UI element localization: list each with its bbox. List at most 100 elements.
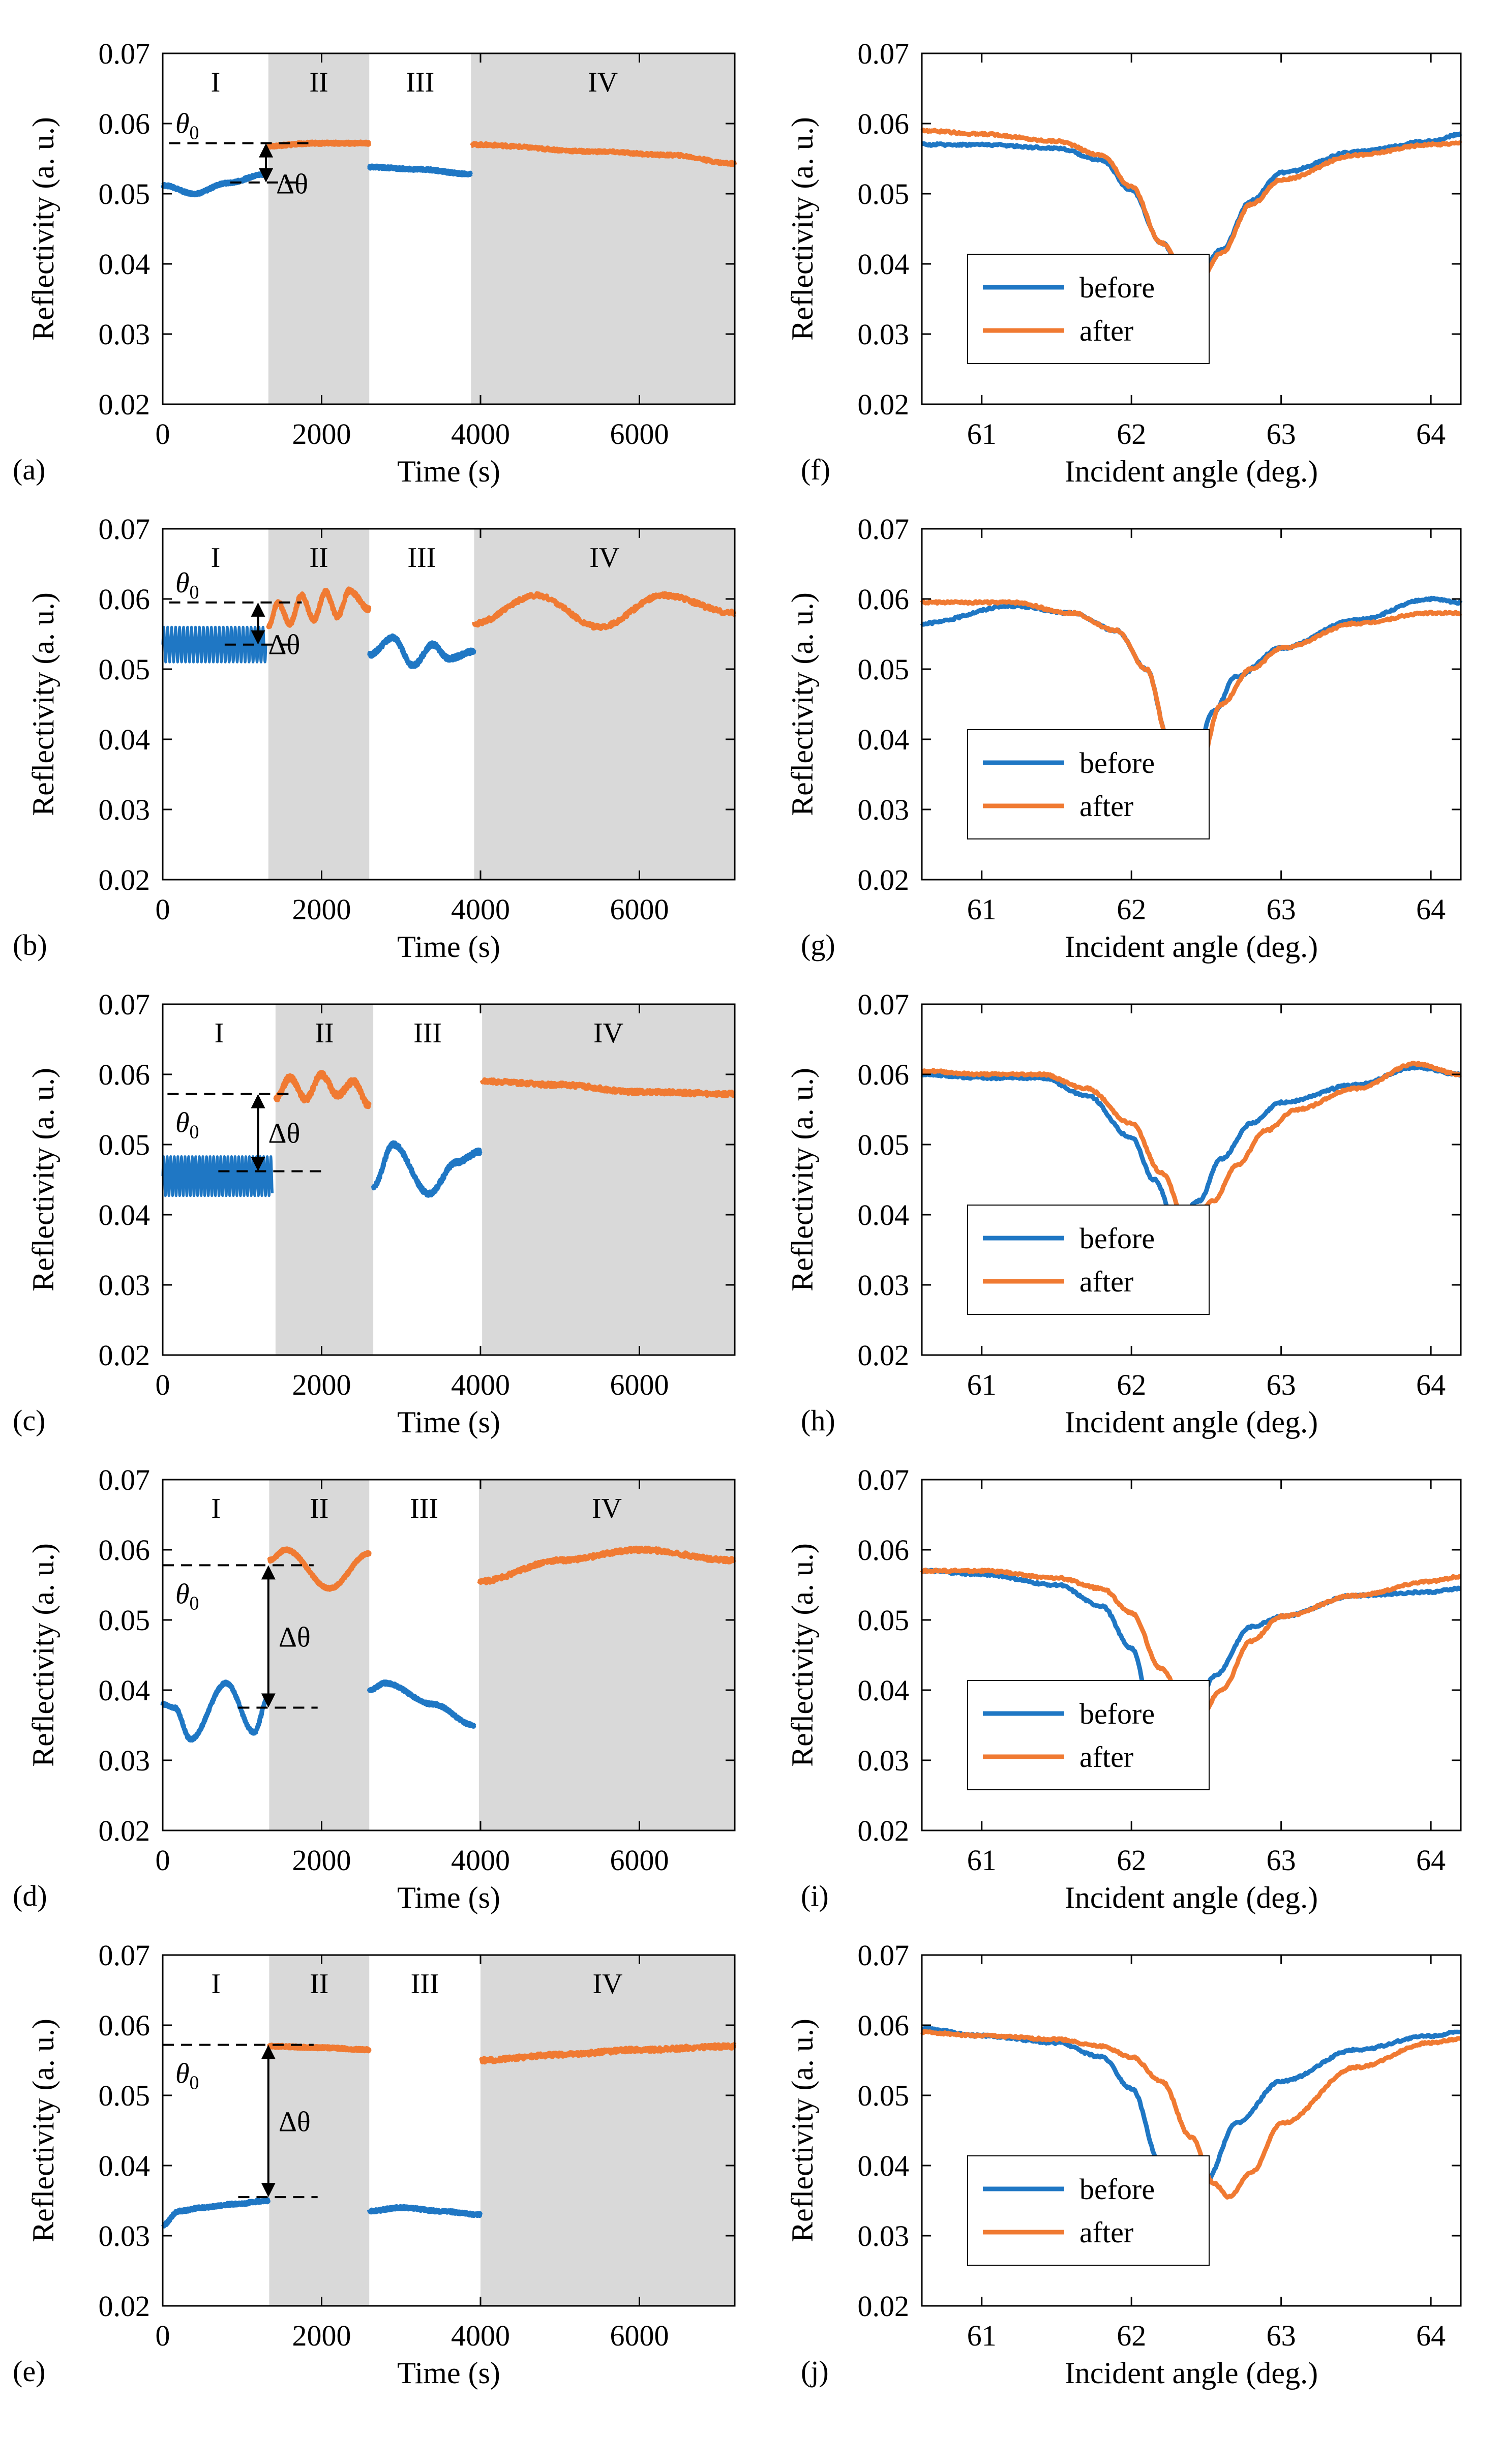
x-tick-label: 63 — [1267, 1368, 1296, 1401]
y-tick-label: 0.07 — [99, 37, 151, 70]
region-shade-IV — [480, 1955, 735, 2306]
series-line-after — [477, 1545, 737, 1585]
y-axis-label: Reflectivity (a. u.) — [26, 1068, 60, 1291]
delta-arrow-head-down — [261, 1693, 276, 1708]
x-tick-label: 61 — [967, 1844, 997, 1877]
series-line-after — [266, 139, 372, 150]
x-tick-label: 2000 — [292, 893, 351, 926]
region-shade-II — [269, 1480, 370, 1830]
y-tick-label: 0.06 — [99, 1058, 151, 1091]
y-tick-label: 0.04 — [858, 723, 910, 756]
y-tick-label: 0.03 — [858, 1744, 910, 1777]
x-tick-label: 6000 — [610, 2319, 669, 2352]
y-tick-label: 0.04 — [858, 1198, 910, 1231]
region-label: I — [215, 1017, 224, 1049]
series-line-after — [273, 1070, 372, 1109]
x-tick-label: 64 — [1416, 893, 1446, 926]
legend-label-before: before — [1079, 271, 1155, 304]
x-axis-label: Time (s) — [397, 930, 500, 964]
y-tick-label: 0.07 — [99, 513, 151, 546]
chart-panel-e: I II III IV0.020.030.040.050.060.070 2000 400… — [13, 1939, 737, 2390]
x-tick-label: 64 — [1416, 1844, 1446, 1877]
x-tick-label: 61 — [967, 1368, 997, 1401]
delta-theta-label: Δθ — [268, 1118, 301, 1150]
y-tick-label: 0.03 — [858, 2219, 910, 2252]
x-tick-label: 62 — [1117, 417, 1146, 450]
axes-frame — [162, 528, 736, 881]
y-axis-label: Reflectivity (a. u.) — [786, 1068, 819, 1291]
y-axis-label: Reflectivity (a. u.) — [786, 2019, 819, 2242]
y-tick-label: 0.05 — [99, 653, 151, 686]
x-tick-label: 0 — [156, 893, 170, 926]
series-line-after — [479, 1077, 737, 1098]
x-tick-label: 2000 — [292, 2319, 351, 2352]
region-label: II — [309, 542, 328, 574]
chart-panel-d: I II III IV0.020.030.040.050.060.070 2000 400… — [13, 1463, 737, 1914]
series-line-after — [920, 2029, 1462, 2200]
y-tick-label: 0.05 — [858, 177, 910, 211]
legend-label-after: after — [1079, 314, 1133, 347]
series-line-after — [266, 586, 372, 629]
series-line-after — [478, 2042, 737, 2065]
y-tick-label: 0.07 — [858, 513, 910, 546]
region-label: I — [211, 67, 221, 98]
delta-arrow-head-up — [261, 2045, 276, 2059]
x-tick-label: 62 — [1117, 2319, 1146, 2352]
x-tick-label: 64 — [1416, 417, 1446, 450]
y-axis-label: Reflectivity (a. u.) — [786, 1543, 819, 1767]
x-tick-label: 4000 — [451, 2319, 510, 2352]
legend-box — [967, 729, 1210, 839]
x-tick-label: 63 — [1267, 1844, 1296, 1877]
y-tick-label: 0.07 — [99, 988, 151, 1021]
region-label: III — [410, 1493, 438, 1524]
delta-arrow-head-down — [259, 168, 274, 183]
legend-label-after: after — [1079, 2216, 1133, 2249]
y-tick-label: 0.03 — [99, 793, 151, 826]
y-tick-label: 0.02 — [99, 388, 151, 421]
region-label: II — [315, 1017, 334, 1049]
x-axis-label: Incident angle (deg.) — [1065, 2356, 1318, 2390]
x-tick-label: 6000 — [610, 1368, 669, 1401]
x-tick-label: 62 — [1117, 1368, 1146, 1401]
series-line-before — [367, 163, 473, 177]
chart-panel-i: 0.02 0.03 0.04 0.05 0.06 0.07 61 62 63 64 Incident… — [786, 1463, 1462, 1914]
x-axis-label: Incident angle (deg.) — [1065, 1405, 1318, 1439]
y-tick-label: 0.06 — [858, 583, 910, 616]
x-axis-label: Time (s) — [397, 455, 500, 488]
delta-arrow-head-up — [251, 1094, 265, 1108]
delta-arrow-head-up — [259, 143, 274, 158]
x-tick-label: 6000 — [610, 417, 669, 450]
series-line-before — [161, 171, 268, 198]
x-tick-label: 0 — [156, 1844, 170, 1877]
panel-label: (g) — [801, 928, 835, 961]
chart-panel-c: I II III IV0.020.030.040.050.060.070 2000 400… — [13, 988, 737, 1439]
panel-label: (h) — [801, 1404, 835, 1437]
panel-label: (f) — [801, 453, 830, 486]
series-line-before — [161, 1155, 274, 1197]
y-tick-label: 0.05 — [858, 653, 910, 686]
region-shade-II — [268, 529, 370, 880]
panel-label: (a) — [13, 453, 45, 486]
series-line-after — [472, 591, 737, 631]
y-tick-label: 0.04 — [99, 248, 151, 281]
legend-box — [967, 2155, 1210, 2266]
y-tick-label: 0.04 — [858, 1674, 910, 1707]
y-tick-label: 0.07 — [858, 1939, 910, 1972]
x-tick-label: 6000 — [610, 893, 669, 926]
series-line-after — [267, 2042, 372, 2054]
delta-theta-label: Δθ — [268, 629, 301, 660]
delta-arrow-head-up — [251, 602, 265, 617]
region-label: I — [211, 542, 221, 574]
axes-frame — [921, 1954, 1462, 2307]
x-tick-label: 0 — [156, 1368, 170, 1401]
x-tick-label: 61 — [967, 2319, 997, 2352]
y-tick-label: 0.02 — [99, 2290, 151, 2323]
x-tick-label: 62 — [1117, 893, 1146, 926]
y-tick-label: 0.04 — [99, 1674, 151, 1707]
y-tick-label: 0.07 — [99, 1939, 151, 1972]
x-axis-label: Time (s) — [397, 2356, 500, 2390]
series-line-after — [267, 1546, 372, 1592]
y-tick-label: 0.02 — [858, 2290, 910, 2323]
x-tick-label: 63 — [1267, 893, 1296, 926]
legend-label-before: before — [1079, 1222, 1155, 1255]
